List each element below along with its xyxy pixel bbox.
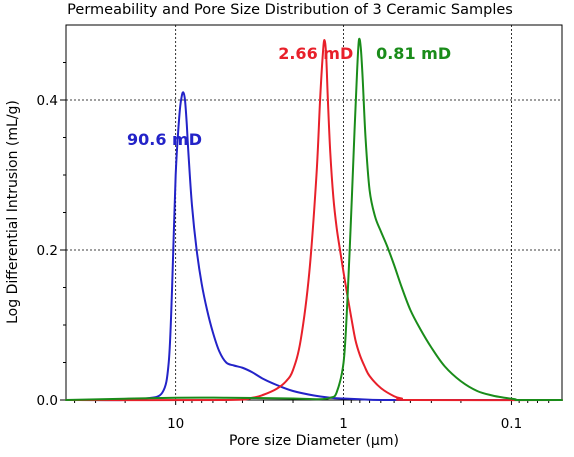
chart-title: Permeability and Pore Size Distribution … xyxy=(67,2,513,18)
permeability-label: 2.66 mD xyxy=(278,44,353,63)
axis-ticks: 10 1 0.1 0.0 0.2 0.4 xyxy=(37,62,550,432)
permeability-label: 90.6 mD xyxy=(127,130,202,149)
y-axis-label: Log Differential Intrusion (mL/g) xyxy=(5,100,21,324)
x-tick-label: 0.1 xyxy=(501,416,522,432)
permeability-label: 0.81 mD xyxy=(376,44,451,63)
y-tick-label: 0.4 xyxy=(37,93,58,109)
x-axis-label: Pore size Diameter (µm) xyxy=(229,433,399,449)
series-line xyxy=(65,37,563,402)
annotation-layer: 90.6 mD 2.66 mD 0.81 mD xyxy=(127,44,451,149)
series-line xyxy=(65,39,563,402)
y-tick-label: 0.2 xyxy=(37,243,58,259)
y-tick-label: 0.0 xyxy=(37,393,58,409)
series-layer xyxy=(65,37,563,402)
x-tick-label: 1 xyxy=(339,416,348,432)
grid-lines xyxy=(66,25,562,400)
x-tick-label: 10 xyxy=(167,416,184,432)
